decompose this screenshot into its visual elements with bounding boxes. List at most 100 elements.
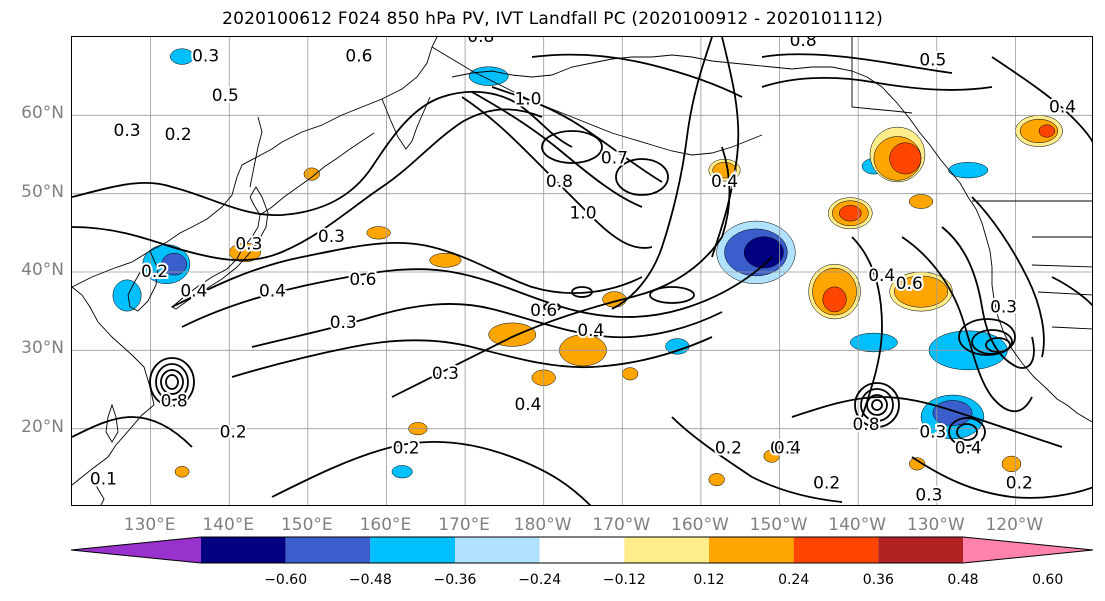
contour-label: 0.8 [790, 37, 817, 51]
shaded-region-15 [665, 338, 690, 355]
contour-label: 0.7 [601, 148, 628, 168]
latitude-label: 20°N [21, 416, 64, 437]
longitude-label: 160°E [359, 515, 412, 535]
shaded-region-35 [429, 252, 462, 268]
contour-label: 0.4 [711, 172, 738, 192]
pv-contour [671, 416, 843, 503]
kamchatka-coastline [381, 96, 431, 150]
colorbar-tick-label: −0.48 [348, 572, 392, 588]
pv-contour-ring [971, 329, 1013, 355]
graticule-layer [72, 37, 1092, 505]
contour-label: 0.8 [161, 391, 188, 411]
colorbar-tick-label: −0.60 [264, 572, 308, 588]
latitude-label: 40°N [21, 260, 64, 280]
shaded-region-45 [174, 466, 190, 478]
korea-coastline [127, 250, 159, 312]
contour-label: 0.5 [212, 86, 239, 106]
pv-contour [761, 53, 953, 74]
pv-contour-ring [160, 369, 184, 395]
contour-label: 0.2 [165, 125, 192, 145]
contour-label: 0.4 [1049, 98, 1076, 118]
colorbar [71, 536, 1093, 564]
longitude-label: 140°E [202, 515, 255, 535]
pv-contour-ring [649, 286, 695, 304]
pv-contour [791, 396, 1063, 448]
pv-contour-ring [149, 357, 195, 407]
contour-label: 0.4 [577, 321, 604, 341]
contour-label: 0.6 [530, 301, 557, 321]
contour-label: 0.8 [852, 415, 879, 435]
contour-label-layer: 0.3 0.6 0.8 0.8 0.5 0.4 0.5 0.3 0.2 1.0 0.7 0.4 0.8 1… [88, 37, 1078, 505]
pv-contour [761, 76, 993, 91]
colorbar-segment [963, 537, 1093, 563]
shaded-region-14 [391, 465, 413, 479]
asia-coastline [72, 37, 438, 288]
longitude-label: 130°E [123, 515, 176, 535]
contour-label: 1.0 [514, 90, 541, 110]
contour-label: 0.4 [955, 438, 982, 458]
pv-contour [231, 336, 713, 378]
colorbar-segment [71, 537, 201, 563]
colorbar-segment [624, 537, 709, 563]
pv-contour [971, 196, 1045, 358]
latitude-label: 60°N [21, 103, 64, 124]
colorbar-tick-label: 0.60 [1032, 572, 1064, 588]
pv-contour-ring [165, 374, 179, 390]
latitude-label: 50°N [21, 181, 64, 202]
pv-contour-ring [956, 423, 978, 441]
colorbar-outline [71, 536, 1093, 564]
shaded-region-40 [909, 194, 934, 209]
contour-label: 0.6 [345, 47, 372, 67]
map-plot-area: 0.3 0.6 0.8 0.8 0.5 0.4 0.5 0.3 0.2 1.0 0.7 0.4 0.8 1… [71, 36, 1093, 506]
pv-contour-ring [543, 302, 561, 312]
longitude-label: 140°W [828, 515, 887, 535]
pv-contour [461, 96, 653, 249]
pv-contour [491, 86, 663, 183]
contour-label: 0.4 [868, 266, 895, 286]
pv-contour-ring [866, 394, 888, 416]
philippines-coastline [91, 476, 105, 505]
longitude-label: 170°E [438, 515, 490, 535]
shaded-region-24 [822, 286, 847, 313]
shaded-region-44 [1001, 455, 1022, 472]
contour-label: 0.4 [180, 282, 207, 302]
contour-label: 0.2 [770, 438, 797, 458]
pv-contour [991, 56, 1092, 144]
colorbar-tick-label: −0.36 [433, 572, 477, 588]
colorbar-tick-label: 0.36 [862, 572, 894, 588]
latitude-label: 30°N [21, 338, 64, 359]
pv-contour-ring [854, 382, 900, 428]
japan-coastline [171, 186, 269, 310]
shaded-region-9 [850, 332, 898, 353]
longitude-label: 150°W [749, 515, 808, 535]
pv-contour-ring [541, 130, 603, 164]
longitude-label: 130°W [906, 515, 965, 535]
contour-label: 0.3 [919, 423, 946, 443]
alaska-coastline [451, 54, 969, 198]
pv-contour [72, 108, 543, 262]
shaded-region-41 [622, 367, 639, 381]
contour-label: 0.2 [220, 423, 247, 443]
pv-contour-ring [155, 363, 189, 401]
contour-label: 0.6 [896, 274, 923, 294]
colorbar-segment [878, 537, 963, 563]
contour-label: 0.4 [514, 395, 541, 415]
contour-label: 0.8 [546, 172, 573, 192]
us-states-borders [1031, 236, 1092, 330]
contour-label: 1.0 [569, 203, 596, 223]
longitude-label: 120°W [985, 515, 1044, 535]
contour-label: 0.2 [715, 438, 742, 458]
shaded-region-18 [889, 142, 922, 175]
pv-contour [72, 416, 193, 448]
contour-label: 0.3 [114, 121, 141, 141]
longitude-label: 150°E [280, 515, 333, 535]
pv-contour [271, 440, 592, 505]
pv-contour [611, 37, 713, 310]
pv-contour-ring [985, 337, 1011, 353]
shaded-region-4 [161, 252, 188, 276]
pv-contour [851, 236, 883, 418]
colorbar-tick-label: −0.12 [602, 572, 646, 588]
map-canvas: 0.3 0.6 0.8 0.8 0.5 0.4 0.5 0.3 0.2 1.0 0.7 0.4 0.8 1… [72, 37, 1092, 505]
contour-label: 0.2 [1006, 474, 1033, 494]
colorbar-segment [201, 537, 286, 563]
